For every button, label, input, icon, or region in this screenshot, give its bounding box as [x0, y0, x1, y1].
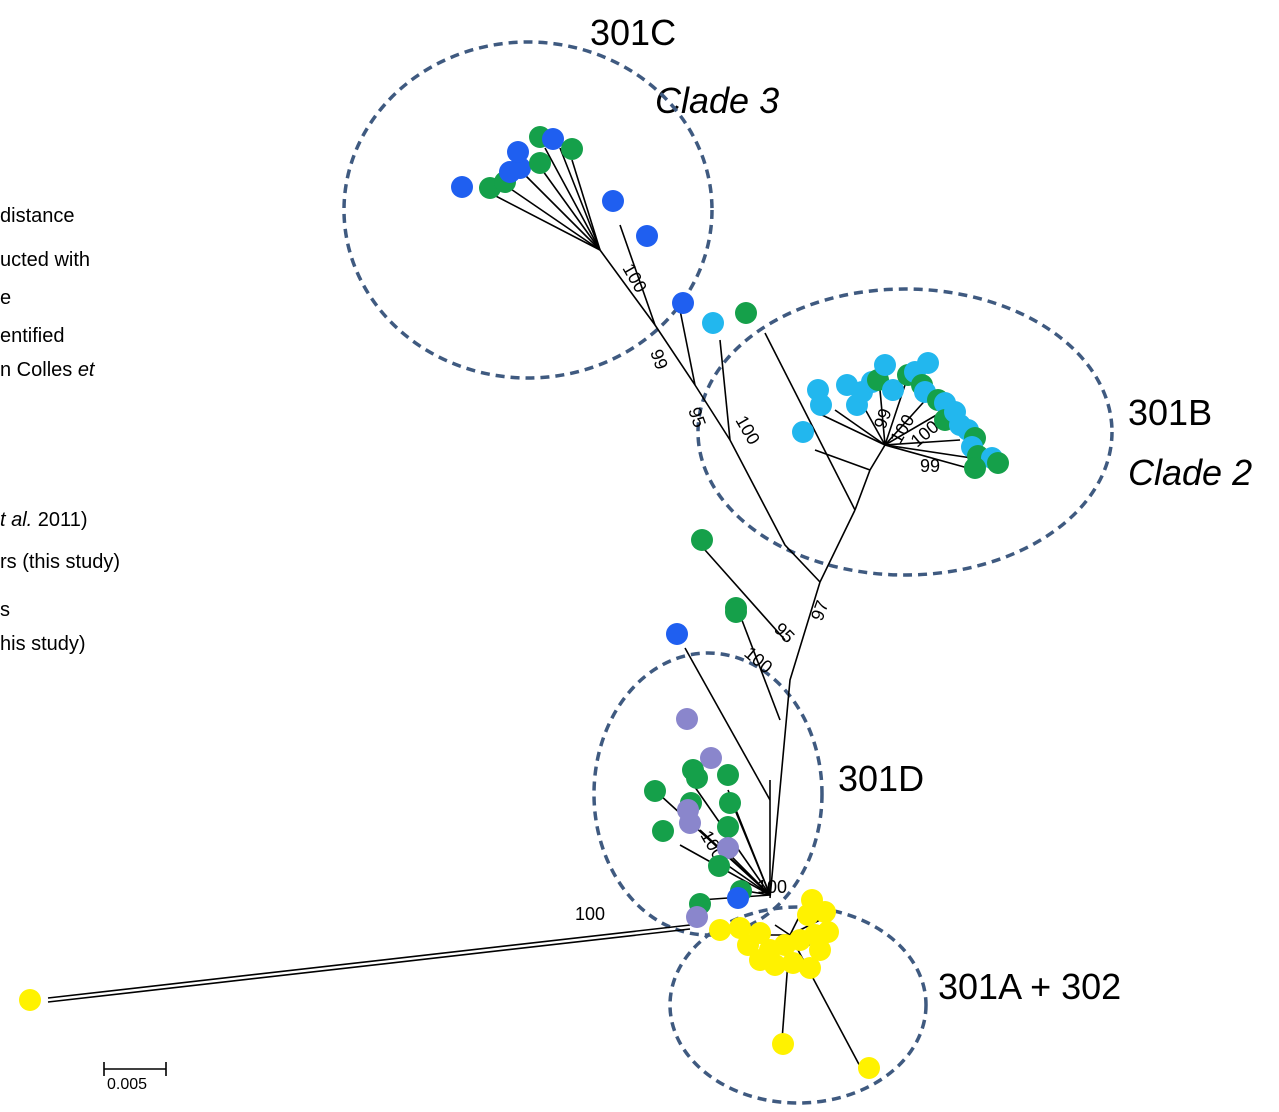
bootstrap-label: 99: [920, 456, 940, 476]
isolate-dot: [725, 601, 747, 623]
isolate-dot: [772, 1033, 794, 1055]
isolate-dot: [644, 780, 666, 802]
isolate-dot: [708, 855, 730, 877]
bootstrap-label: 100: [732, 412, 764, 448]
isolate-dot: [814, 901, 836, 923]
bootstrap-label: 100: [575, 904, 605, 924]
isolate-dot: [561, 138, 583, 160]
clade-label-301d: 301D: [838, 758, 925, 799]
bootstrap-label: 97: [807, 598, 833, 624]
isolate-dot: [709, 919, 731, 941]
clade-ellipse-301b: [696, 287, 1114, 577]
bootstrap-label: 100: [740, 643, 776, 678]
legend-line-1: distance: [0, 205, 75, 227]
isolate-dot: [652, 820, 674, 842]
isolate-dot: [717, 816, 739, 838]
scale-bar-label: 0.005: [107, 1076, 148, 1093]
bootstrap-label: 100: [757, 877, 787, 897]
clade-label-301b: 301B: [1128, 392, 1213, 433]
isolate-dot: [874, 354, 896, 376]
isolate-dot: [636, 225, 658, 247]
isolate-dot: [792, 421, 814, 443]
isolate-dot: [729, 917, 751, 939]
legend-line-4: entified: [0, 325, 65, 347]
isolate-dot: [858, 1057, 880, 1079]
isolate-dot: [737, 934, 759, 956]
isolate-dot: [702, 312, 724, 334]
isolate-dot: [719, 792, 741, 814]
isolate-dot: [672, 292, 694, 314]
clade-label-301a-302: 301A + 302: [938, 966, 1122, 1007]
isolate-dot: [686, 906, 708, 928]
bootstrap-label: 99: [646, 347, 672, 373]
isolate-dot: [717, 837, 739, 859]
isolate-dot: [799, 957, 821, 979]
isolate-dot: [735, 302, 757, 324]
clade-ellipse-301c: [342, 40, 714, 380]
legend-line-2: ucted with: [0, 249, 91, 271]
isolate-dot: [700, 747, 722, 769]
clade-ellipse-301a-302: [668, 905, 928, 1105]
scale-bar: [103, 1062, 167, 1076]
isolate-dot: [542, 128, 564, 150]
legend-line-6: t al. 2011): [0, 509, 88, 531]
legend-line-3: e: [0, 287, 12, 309]
isolate-dot: [679, 812, 701, 834]
legend-line-9: his study): [0, 633, 86, 655]
legend-line-8: s: [0, 599, 10, 621]
legend-line-5: n Colles et: [0, 359, 95, 381]
isolate-dot: [691, 529, 713, 551]
isolate-dot: [19, 989, 41, 1011]
isolate-dot: [666, 623, 688, 645]
clade-subtitle-clade-3: Clade 3: [655, 80, 780, 121]
isolate-dot: [509, 157, 531, 179]
bootstrap-label: 100: [619, 260, 651, 296]
isolate-dot: [987, 452, 1009, 474]
isolate-dot: [809, 939, 831, 961]
isolate-dots: [19, 126, 1009, 1079]
isolate-dot: [917, 352, 939, 374]
clade-subtitle-clade-2: Clade 2: [1128, 452, 1253, 493]
isolate-dot: [602, 190, 624, 212]
isolate-dot: [782, 952, 804, 974]
isolate-dot: [810, 394, 832, 416]
isolate-dot: [686, 767, 708, 789]
isolate-dot: [764, 954, 786, 976]
bootstrap-label: 95: [770, 619, 798, 647]
isolate-dot: [797, 904, 819, 926]
isolate-dot: [507, 141, 529, 163]
isolate-dot: [727, 887, 749, 909]
isolate-dot: [964, 457, 986, 479]
clade-label-301c: 301C: [590, 12, 677, 53]
legend-line-7: rs (this study): [0, 551, 121, 573]
isolate-dot: [529, 152, 551, 174]
isolate-dot: [882, 379, 904, 401]
isolate-dot: [676, 708, 698, 730]
isolate-dot: [451, 176, 473, 198]
tree-branches: [47, 147, 986, 1071]
isolate-dot: [817, 921, 839, 943]
isolate-dot: [717, 764, 739, 786]
bootstrap-label: 95: [684, 405, 710, 431]
